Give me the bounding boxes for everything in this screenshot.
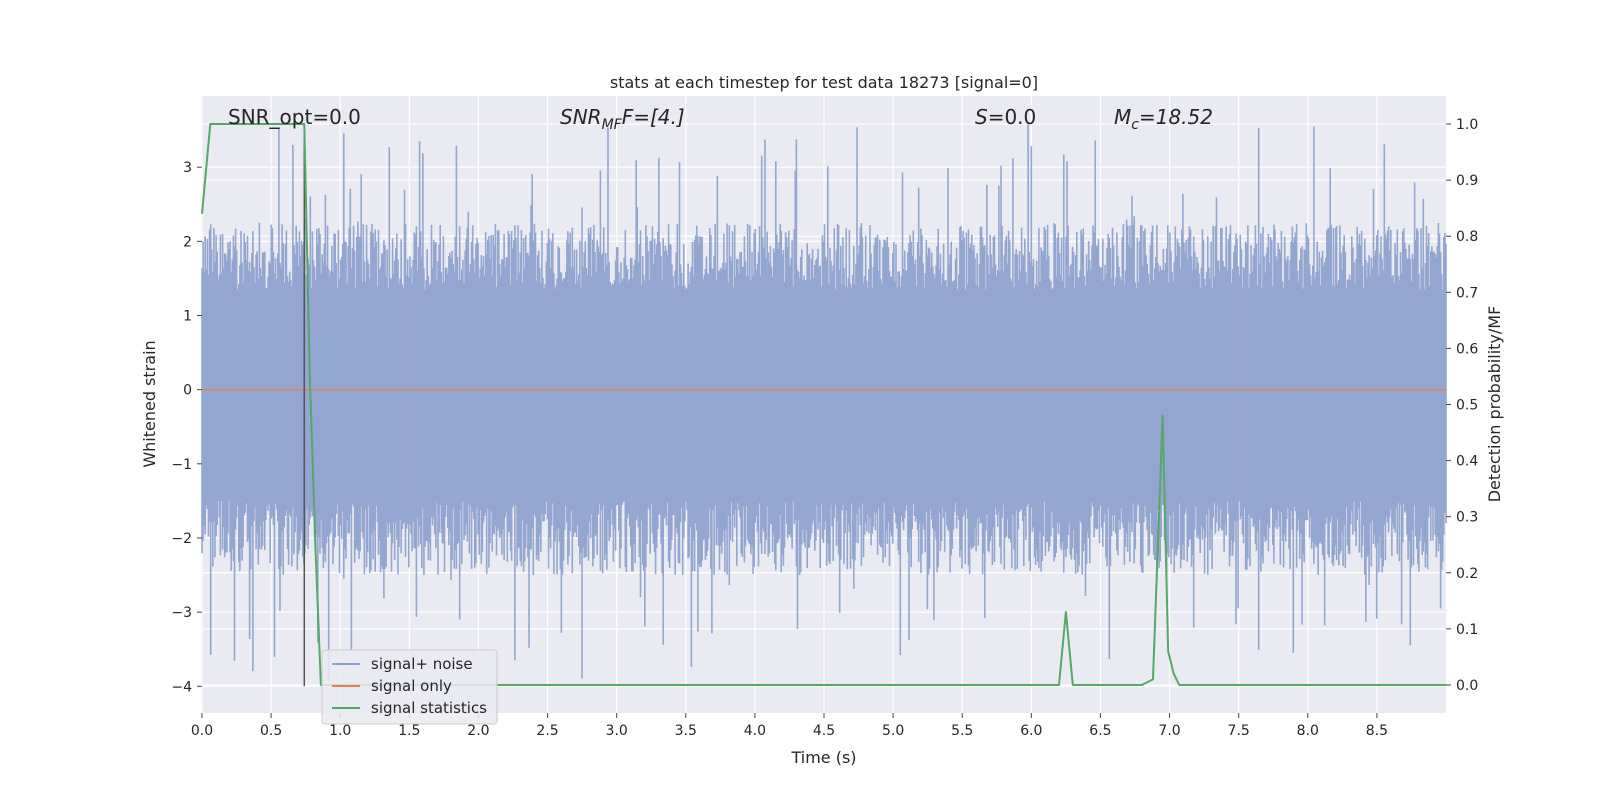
x-tick-label: 1.0 [329,723,351,739]
y2-tick-label: 0.0 [1456,678,1478,694]
annotation-label: SNR [560,105,602,129]
annotation-subscript: MF [602,117,623,133]
y2-tick-label: 0.5 [1456,398,1478,414]
series-signal-statistics [201,123,1446,686]
chart-title: stats at each timestep for test data 182… [610,73,1038,92]
legend: signal+ noise signal only signal statistic… [321,649,498,725]
annotation-label: S [975,105,988,129]
annotation-value: F=[4.] [622,105,685,129]
y-tick-label: −2 [171,531,192,547]
y-tick-label: −1 [171,457,192,473]
x-tick-label: 0.0 [191,723,213,739]
signal-statistics-line [201,123,1446,686]
noise-trace [201,124,1447,681]
x-axis-label: Time (s) [790,748,856,767]
x-tick-label: 8.5 [1366,723,1388,739]
x-tick-label: 2.0 [467,723,489,739]
annotation-value: =0.0 [988,105,1037,129]
legend-box [321,649,498,725]
annotation-label: SNR_opt=0.0 [228,105,361,129]
x-tick-label: 4.5 [813,723,835,739]
y2-tick-label: 0.2 [1456,566,1478,582]
x-tick-label: 3.0 [606,723,628,739]
axes: 0.0 0.5 1.0 1.5 2.0 2.5 3.0 3.5 4.0 4.5 5.0 5.5 6.0 6… [171,117,1478,739]
x-tick-label: 8.0 [1297,723,1319,739]
y-tick-label: 1 [183,309,192,325]
y-tick-label: −3 [171,605,192,621]
x-tick-label: 6.5 [1089,723,1111,739]
y2-tick-label: 0.7 [1456,285,1478,301]
x-tick-label: 7.5 [1228,723,1250,739]
annotation-label: M [1114,105,1131,129]
y-tick-label: −4 [171,679,192,695]
y-axis-label: Whitened strain [140,340,159,467]
y2-tick-label: 0.3 [1456,510,1478,526]
annotation-2: S=0.0 [975,105,1036,129]
x-tick-label: 0.5 [260,723,282,739]
x-tick-label: 6.0 [1020,723,1042,739]
annotations: SNR_opt=0.0 SNRMFF=[4.] S=0.0 Mc=18.52 [228,105,1213,133]
x-tick-label: 7.0 [1158,723,1180,739]
y2-tick-label: 0.1 [1456,622,1478,638]
x-tick-label: 5.5 [951,723,973,739]
legend-label: signal+ noise [371,655,473,673]
y2-tick-label: 0.9 [1456,173,1478,189]
x-tick-label: 2.5 [536,723,558,739]
y-tick-label: 2 [183,234,192,250]
y2-tick-label: 0.4 [1456,454,1478,470]
annotation-1: SNRMFF=[4.] [560,105,685,133]
annotation-0: SNR_opt=0.0 [228,105,361,129]
legend-label: signal only [371,677,452,695]
legend-label: signal statistics [371,699,487,717]
annotation-3: Mc=18.52 [1114,105,1213,133]
x-tick-label: 3.5 [675,723,697,739]
y2-tick-label: 0.8 [1456,229,1478,245]
y2-tick-label: 1.0 [1456,117,1478,133]
x-tick-label: 4.0 [744,723,766,739]
x-tick-label: 5.0 [882,723,904,739]
series-signal-noise [201,124,1447,681]
y2-tick-label: 0.6 [1456,341,1478,357]
y-tick-label: 3 [183,160,192,176]
y2-axis-label: Detection probability/MF [1485,306,1504,503]
y-tick-label: 0 [183,383,192,399]
annotation-value: =18.52 [1139,105,1213,129]
annotation-subscript: c [1131,117,1139,133]
x-tick-label: 1.5 [398,723,420,739]
